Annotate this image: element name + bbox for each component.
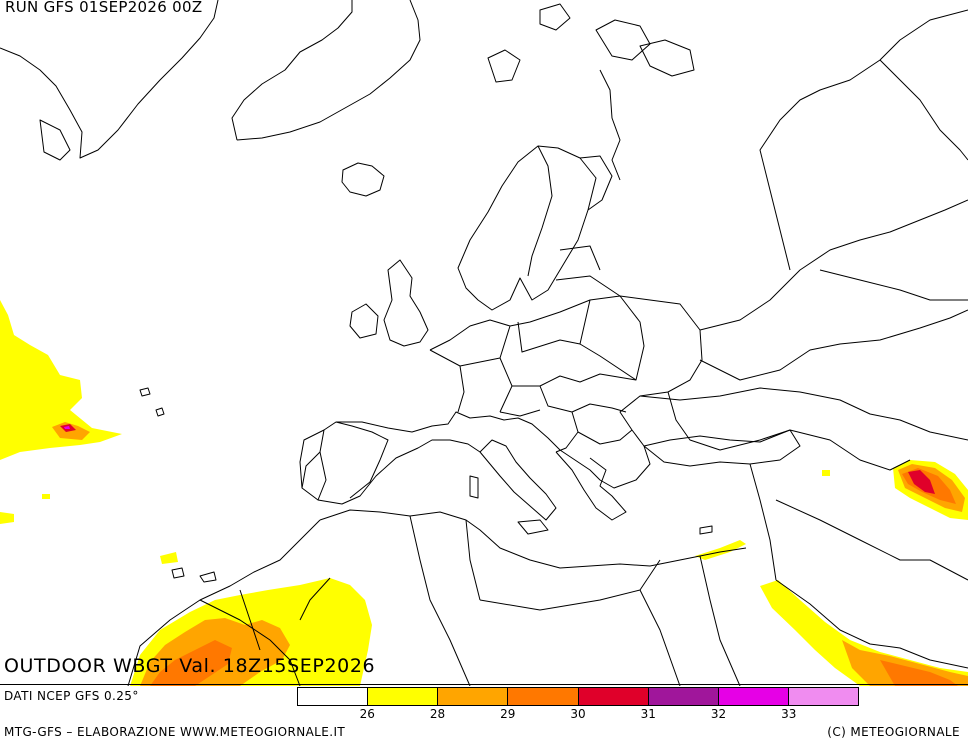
data-source-label: DATI NCEP GFS 0.25° bbox=[4, 689, 139, 703]
wbgt-atlantic-area bbox=[0, 300, 122, 460]
legend-tick-label: 33 bbox=[781, 707, 797, 721]
europe-coastline bbox=[301, 295, 703, 505]
legend-swatch bbox=[718, 688, 789, 705]
run-title: RUN GFS 01SEP2026 00Z bbox=[3, 0, 205, 16]
legend-tick-label: 31 bbox=[640, 707, 656, 721]
legend-swatch bbox=[648, 688, 719, 705]
italy-outline bbox=[479, 439, 557, 521]
north-africa-coastline bbox=[319, 509, 747, 569]
legend-swatch bbox=[578, 688, 649, 705]
map-title: OUTDOOR WBGT Val. 18Z15SEP2026 bbox=[4, 655, 376, 677]
legend-tick-label: 29 bbox=[500, 707, 516, 721]
legend-swatch bbox=[368, 688, 439, 705]
legend-swatch bbox=[438, 688, 509, 705]
wbgt-shading bbox=[0, 300, 968, 686]
british-isles-outline bbox=[383, 259, 429, 347]
legend-swatch bbox=[298, 688, 369, 705]
turkey-outline bbox=[643, 429, 801, 467]
wbgt-map bbox=[0, 0, 968, 686]
legend-tick-label: 30 bbox=[570, 707, 586, 721]
color-legend bbox=[297, 687, 859, 706]
credit-left: MTG-GFS – ELABORAZIONE WWW.METEOGIORNALE… bbox=[4, 725, 346, 739]
footer-divider bbox=[0, 684, 968, 685]
credit-right: (C) METEOGIORNALE bbox=[827, 725, 960, 739]
greenland-outline bbox=[231, 0, 421, 141]
legend-labels: 26 28 29 30 31 32 33 bbox=[297, 707, 859, 721]
iceland-outline bbox=[341, 162, 385, 197]
legend-swatch bbox=[788, 688, 858, 705]
legend-swatch bbox=[508, 688, 579, 705]
iberia-outline bbox=[299, 421, 389, 499]
legend-tick-label: 26 bbox=[359, 707, 375, 721]
legend-tick-label: 28 bbox=[429, 707, 446, 721]
map-boundaries bbox=[0, 0, 968, 686]
legend-tick-label: 32 bbox=[710, 707, 727, 721]
scandinavia-outline bbox=[457, 145, 597, 311]
